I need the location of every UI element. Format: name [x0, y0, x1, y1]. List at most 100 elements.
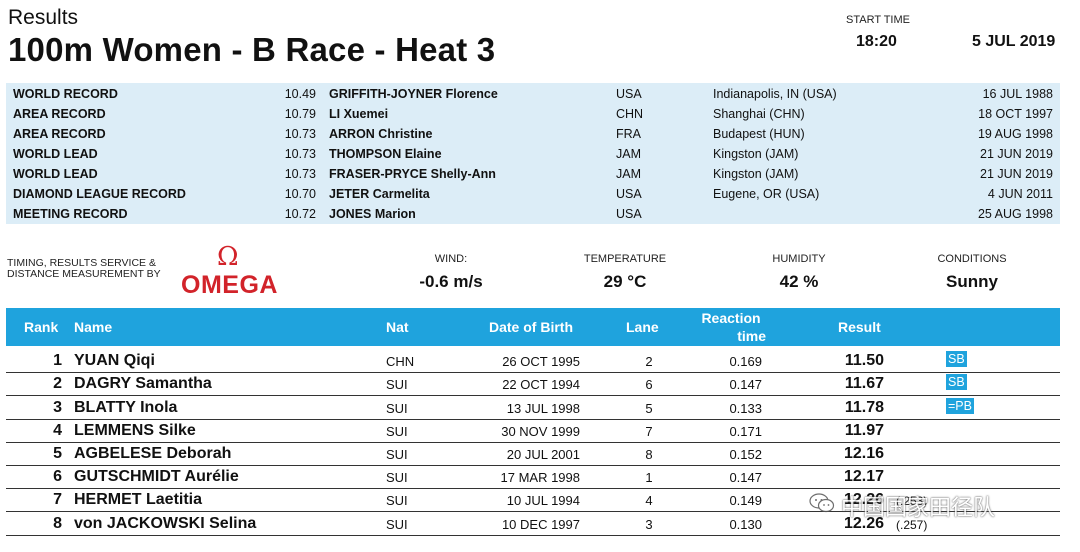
cell-reaction: 0.147: [729, 377, 762, 392]
cell-rank: 5: [53, 445, 62, 462]
record-time: 10.79: [284, 107, 316, 121]
cell-tiebreak: (.257): [896, 518, 928, 532]
cell-lane: 3: [645, 517, 653, 532]
cell-name: YUAN Qiqi: [74, 352, 155, 369]
cell-lane: 7: [645, 424, 653, 439]
cell-lane: 4: [645, 493, 653, 508]
record-type: AREA RECORD: [13, 107, 106, 121]
record-row: AREA RECORD 10.73 ARRON Christine FRA Bu…: [6, 124, 1060, 144]
cell-dob: 30 NOV 1999: [501, 424, 580, 439]
table-row: 1 YUAN Qiqi CHN 26 OCT 1995 2 0.169 11.5…: [6, 349, 1060, 373]
cell-dob: 13 JUL 1998: [506, 401, 580, 416]
cell-lane: 6: [645, 377, 653, 392]
cell-result: 11.67: [844, 375, 884, 392]
table-row: 3 BLATTY Inola SUI 13 JUL 1998 5 0.133 1…: [6, 396, 1060, 420]
record-holder: JONES Marion: [329, 207, 416, 221]
record-type: WORLD LEAD: [13, 147, 98, 161]
record-date: 25 AUG 1998: [977, 207, 1053, 221]
table-row: 5 AGBELESE Deborah SUI 20 JUL 2001 8 0.1…: [6, 442, 1060, 466]
record-holder: LI Xuemei: [329, 107, 389, 121]
conditions-value: Sunny: [946, 272, 998, 291]
cell-dob: 20 JUL 2001: [506, 447, 580, 462]
cell-nat: SUI: [386, 401, 408, 416]
record-type: MEETING RECORD: [13, 207, 128, 221]
record-holder: GRIFFITH-JOYNER Florence: [329, 87, 498, 101]
cell-dob: 10 DEC 1997: [501, 517, 580, 532]
record-holder: FRASER-PRYCE Shelly-Ann: [329, 167, 496, 181]
record-date: 21 JUN 2019: [980, 167, 1053, 181]
record-venue: Eugene, OR (USA): [713, 187, 820, 201]
record-time: 10.73: [284, 167, 316, 181]
cell-reaction: 0.133: [729, 401, 762, 416]
cell-dob: 26 OCT 1995: [502, 354, 580, 369]
cell-result: 12.16: [843, 445, 884, 462]
cell-result: 11.78: [844, 399, 884, 416]
cell-result: 12.26: [843, 515, 884, 532]
record-badge: SB: [946, 374, 967, 390]
record-time: 10.72: [284, 207, 316, 221]
record-type: WORLD RECORD: [13, 87, 118, 101]
cell-lane: 5: [645, 401, 653, 416]
cell-rank: 4: [53, 422, 62, 439]
record-holder: ARRON Christine: [329, 127, 433, 141]
cell-name: HERMET Laetitia: [74, 491, 203, 508]
cell-dob: 10 JUL 1994: [506, 493, 580, 508]
cell-name: LEMMENS Silke: [74, 422, 196, 439]
col-reaction-line2: time: [737, 328, 766, 344]
record-row: WORLD LEAD 10.73 FRASER-PRYCE Shelly-Ann…: [6, 164, 1060, 184]
cell-nat: SUI: [386, 517, 408, 532]
cell-rank: 1: [53, 352, 62, 369]
record-time: 10.73: [284, 127, 316, 141]
cell-name: GUTSCHMIDT Aurélie: [74, 468, 239, 485]
timing-credit-line1: TIMING, RESULTS SERVICE &: [7, 257, 156, 269]
watermark: 中国国家田径队: [805, 487, 1060, 527]
record-venue: Budapest (HUN): [713, 127, 805, 141]
cell-reaction: 0.147: [729, 470, 762, 485]
record-venue: Shanghai (CHN): [713, 107, 805, 121]
record-row: WORLD RECORD 10.49 GRIFFITH-JOYNER Flore…: [6, 84, 1060, 104]
record-nat: USA: [616, 207, 642, 221]
record-nat: JAM: [616, 167, 641, 181]
record-holder: THOMPSON Elaine: [329, 147, 442, 161]
record-holder: JETER Carmelita: [329, 187, 430, 201]
cell-rank: 7: [53, 491, 62, 508]
cell-name: BLATTY Inola: [74, 399, 178, 416]
start-time-label: START TIME: [846, 14, 910, 26]
col-dob: Date of Birth: [489, 319, 573, 335]
cell-result: 12.17: [843, 468, 884, 485]
record-venue: Kingston (JAM): [713, 167, 799, 181]
col-name: Name: [74, 319, 113, 335]
table-row: 8 von JACKOWSKI Selina SUI 10 DEC 1997 3…: [6, 512, 1060, 536]
watermark-text: 中国国家田径队: [841, 496, 996, 521]
temperature-label: TEMPERATURE: [583, 253, 667, 265]
cell-dob: 17 MAR 1998: [500, 470, 581, 485]
record-row: DIAMOND LEAGUE RECORD 10.70 JETER Carmel…: [6, 184, 1060, 204]
record-venue: Kingston (JAM): [713, 147, 799, 161]
results-table-header: Rank Name Nat Date of Birth Lane Reactio…: [6, 308, 1060, 346]
record-nat: USA: [616, 87, 642, 101]
cell-tiebreak: (.253): [896, 494, 928, 508]
wind-label: WIND:: [434, 253, 468, 265]
table-row: 6 GUTSCHMIDT Aurélie SUI 17 MAR 1998 1 0…: [6, 465, 1060, 489]
humidity-label: HUMIDITY: [772, 253, 826, 265]
cell-result: 11.97: [844, 422, 884, 439]
col-lane: Lane: [626, 319, 659, 335]
cell-lane: 8: [645, 447, 653, 462]
cell-reaction: 0.149: [729, 493, 762, 508]
records-panel: WORLD RECORD 10.49 GRIFFITH-JOYNER Flore…: [6, 83, 1060, 224]
record-date: 4 JUN 2011: [987, 187, 1053, 201]
cell-dob: 22 OCT 1994: [502, 377, 580, 392]
cell-result: 11.50: [844, 352, 884, 369]
table-row: 2 DAGRY Samantha SUI 22 OCT 1994 6 0.147…: [6, 372, 1060, 396]
wechat-icon: [809, 493, 835, 513]
col-reaction-line1: Reaction: [701, 310, 761, 326]
record-row: AREA RECORD 10.79 LI Xuemei CHN Shanghai…: [6, 104, 1060, 124]
record-type: AREA RECORD: [13, 127, 106, 141]
record-type: DIAMOND LEAGUE RECORD: [13, 187, 186, 201]
section-label: Results: [8, 6, 79, 29]
cell-lane: 2: [645, 354, 653, 369]
record-nat: USA: [616, 187, 642, 201]
cell-reaction: 0.130: [729, 517, 762, 532]
table-row: 7 HERMET Laetitia SUI 10 JUL 1994 4 0.14…: [6, 488, 1060, 512]
cell-nat: SUI: [386, 447, 408, 462]
